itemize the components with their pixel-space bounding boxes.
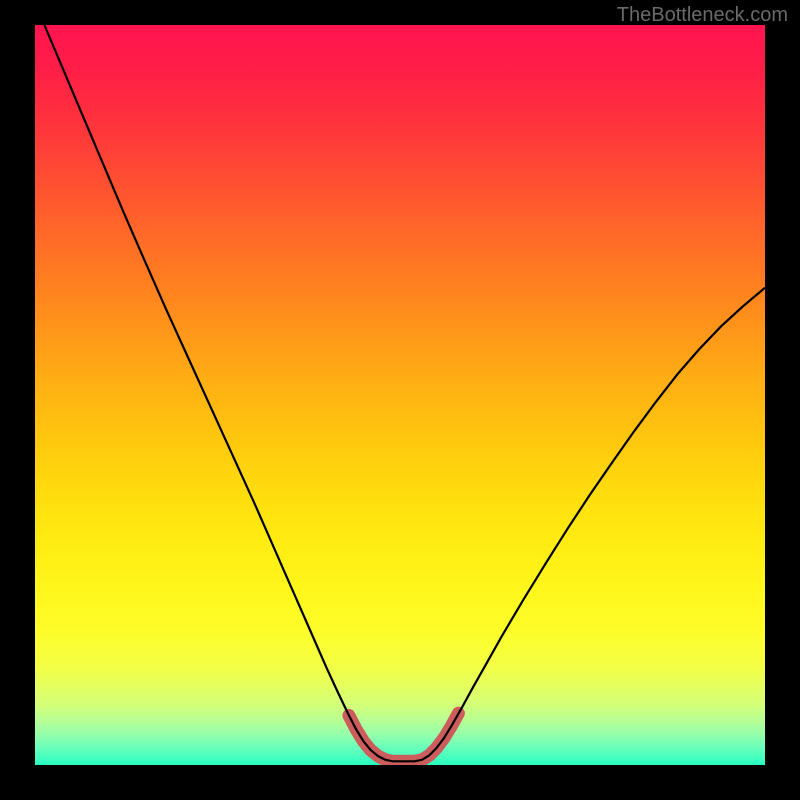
gradient-background: [35, 25, 765, 765]
bottleneck-chart: [35, 25, 765, 765]
chart-container: [35, 25, 765, 765]
watermark-text: TheBottleneck.com: [617, 4, 788, 27]
